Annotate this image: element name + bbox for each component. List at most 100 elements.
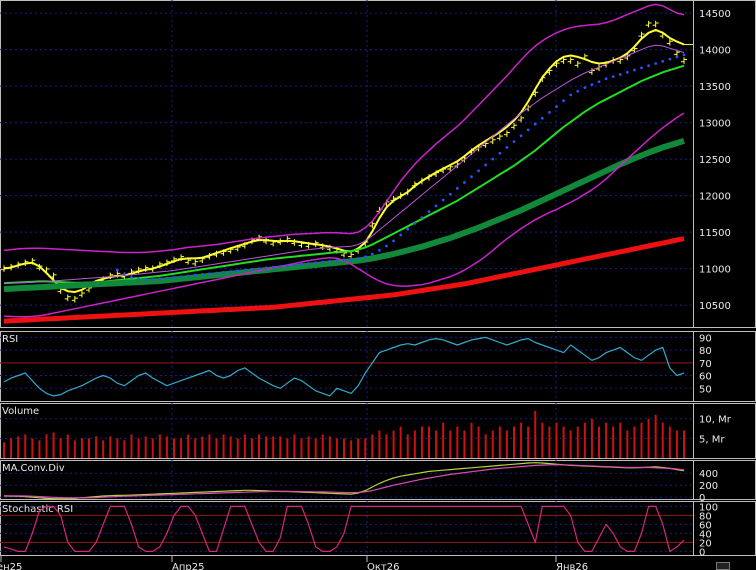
volume-bar: [187, 434, 190, 458]
parabolic-sar-point: [349, 257, 353, 261]
parabolic-sar-point: [115, 268, 119, 272]
parabolic-sar-point: [576, 89, 580, 93]
parabolic-sar-point: [484, 163, 488, 167]
parabolic-sar-point: [172, 275, 176, 279]
volume-bar: [31, 438, 34, 458]
volume-bar: [144, 436, 147, 458]
volume-bar: [80, 438, 83, 458]
parabolic-sar-point: [491, 157, 495, 161]
parabolic-sar-point: [675, 55, 679, 59]
parabolic-sar-point: [314, 261, 318, 265]
parabolic-sar-point: [342, 258, 346, 262]
parabolic-sar-point: [335, 259, 339, 262]
parabolic-sar-point: [555, 105, 558, 108]
volume-bar: [491, 430, 494, 458]
panel-title: Stochastic RSI: [2, 504, 73, 515]
parabolic-sar-point: [222, 270, 225, 274]
volume-bar: [470, 422, 473, 458]
volume-bar: [123, 440, 126, 458]
parabolic-sar-point: [420, 216, 424, 219]
signal-line: [3, 464, 685, 499]
volume-bar: [343, 438, 345, 458]
parabolic-sar-point: [392, 239, 395, 243]
volume-bar: [477, 426, 480, 458]
volume-bar: [555, 422, 558, 458]
volume-bar: [619, 422, 622, 458]
volume-bar: [527, 426, 530, 458]
volume-bar: [95, 436, 98, 458]
parabolic-sar-point: [385, 244, 388, 248]
volume-bar: [484, 434, 487, 458]
volume-bar: [307, 436, 310, 458]
y-tick-label: 10500: [699, 301, 731, 312]
x-tick-label: Окт26: [367, 562, 399, 570]
parabolic-sar-point: [654, 62, 658, 65]
volume-bar: [222, 434, 225, 458]
parabolic-sar-point: [243, 268, 247, 272]
volume-bar: [513, 426, 515, 458]
volume-bar: [463, 430, 466, 458]
volume-bar: [300, 438, 303, 458]
volume-bar: [583, 422, 586, 458]
volume-bar: [321, 434, 324, 458]
y-tick-label: 11500: [699, 228, 731, 239]
x-axis: Сен25 Апр25 Окт26 Янв26: [0, 556, 588, 570]
parabolic-sar-point: [378, 248, 381, 252]
parabolic-sar-point: [321, 260, 325, 264]
y-tick-label: 12500: [699, 155, 731, 166]
volume-bar: [328, 436, 331, 458]
panel-frame: [0, 331, 756, 402]
volume-bar: [399, 426, 402, 458]
parabolic-sar-point: [569, 93, 573, 97]
volume-bar: [654, 414, 657, 458]
parabolic-sar-point: [618, 73, 622, 76]
volume-bar: [392, 430, 395, 458]
parabolic-sar-point: [328, 259, 332, 263]
volume-bar: [612, 426, 615, 458]
parabolic-sar-point: [264, 266, 268, 270]
volume-bar: [45, 434, 48, 458]
panel-title: Volume: [2, 406, 39, 417]
panel-frame: [0, 460, 756, 500]
volume-bar: [17, 436, 20, 458]
y-tick-label: 14000: [699, 46, 731, 57]
volume-bar: [576, 426, 579, 458]
volume-bar: [378, 430, 381, 458]
parabolic-sar-point: [625, 70, 629, 74]
volume-bar: [598, 426, 600, 458]
parabolic-sar-point: [548, 111, 551, 114]
parabolic-sar-point: [590, 83, 594, 87]
volume-bar: [428, 426, 430, 458]
parabolic-sar-point: [505, 146, 509, 149]
volume-bar: [498, 426, 501, 458]
y-tick-label: 0: [699, 493, 705, 504]
volume-bar: [173, 438, 175, 458]
volume-bar: [413, 430, 416, 458]
volume-panel: 10, Mr 5, Mr Volume: [0, 403, 756, 459]
y-tick-label: 70: [699, 359, 712, 370]
scroll-button[interactable]: [716, 562, 730, 570]
parabolic-sar-point: [144, 278, 148, 281]
volume-bar: [229, 436, 232, 458]
volume-bar: [683, 430, 685, 458]
parabolic-sar-point: [229, 270, 233, 273]
volume-bar: [569, 430, 572, 458]
y-tick-label: 80: [699, 511, 712, 522]
volume-bar: [633, 426, 636, 458]
volume-bar: [534, 410, 537, 458]
parabolic-sar-point: [562, 99, 565, 103]
x-tick-label: Апр25: [172, 562, 204, 570]
parabolic-sar-point: [271, 265, 275, 269]
volume-bar: [180, 438, 183, 458]
volume-bar: [505, 430, 508, 458]
parabolic-sar-point: [208, 272, 211, 276]
volume-bar: [208, 434, 211, 458]
x-tick-label: Сен25: [0, 562, 22, 570]
parabolic-sar-point: [193, 273, 197, 277]
parabolic-sar-point: [186, 274, 190, 278]
volume-bar: [130, 434, 133, 458]
parabolic-sar-point: [293, 263, 296, 267]
parabolic-sar-point: [363, 255, 367, 259]
